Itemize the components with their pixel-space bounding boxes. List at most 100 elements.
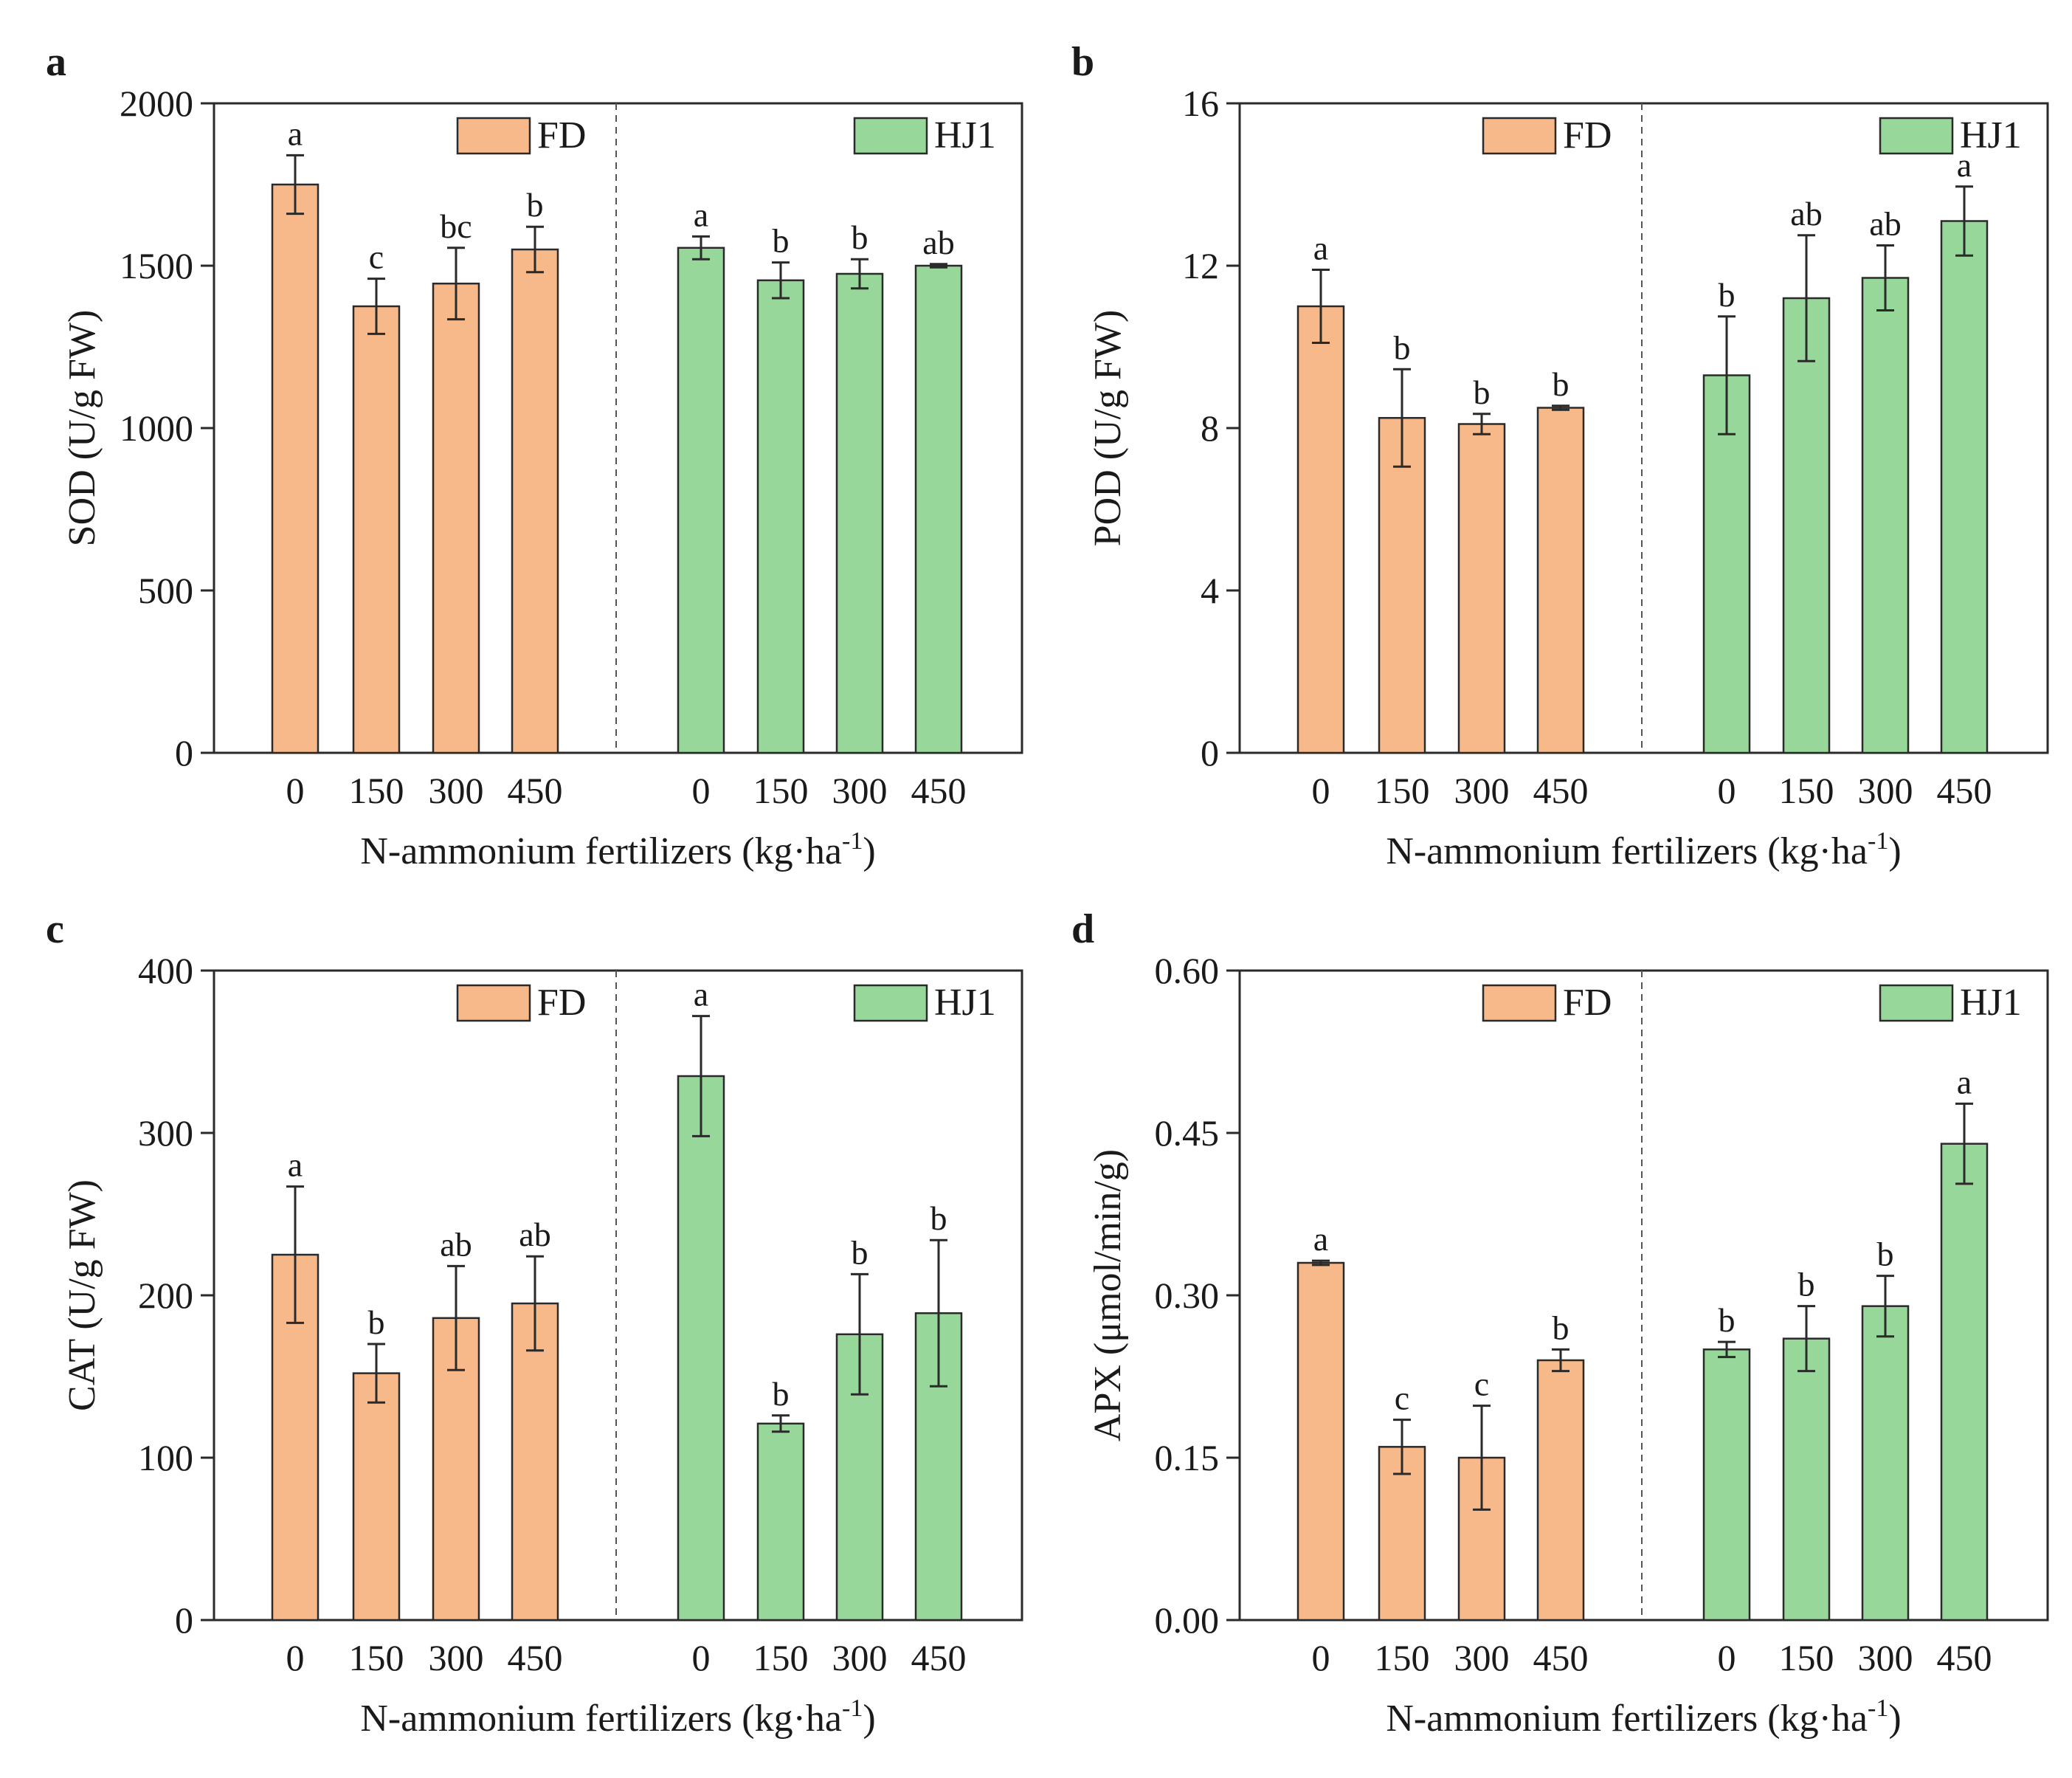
significance-letter: b: [1474, 373, 1491, 411]
legend-label-HJ1: HJ1: [1960, 982, 2022, 1024]
significance-letter: a: [1313, 230, 1328, 267]
panel-d: d 0.00 0.15 0.30 0.45 0.60 APX (μmol/min/g) N-a…: [1071, 906, 2049, 1740]
bar-FD-450: [511, 1302, 559, 1622]
significance-letter: b: [1877, 1236, 1894, 1273]
bar-HJ1-450: [914, 264, 963, 754]
bar-HJ1-0: [1702, 374, 1751, 754]
significance-letter: a: [288, 114, 303, 152]
x-tick-label: 450: [508, 1637, 563, 1678]
panel-letter: b: [1071, 39, 1094, 85]
y-tick-label: 100: [138, 1437, 193, 1478]
plot-frame: [1238, 102, 2049, 754]
significance-letter: ab: [1869, 205, 1901, 243]
x-axis-title-end: ): [863, 830, 875, 872]
x-tick-label: 450: [1533, 770, 1589, 811]
significance-letter: b: [527, 186, 544, 224]
x-axis-title-end: ): [1888, 830, 1901, 872]
plot-frame: [213, 969, 1023, 1622]
significance-letter: b: [1553, 1309, 1569, 1346]
x-tick-label: 450: [911, 770, 967, 811]
legend-swatch-FD: [456, 984, 531, 1022]
significance-letter: bc: [440, 207, 472, 245]
legend-swatch-HJ1: [853, 117, 928, 155]
y-tick-label: 0.30: [1155, 1275, 1220, 1316]
bar-FD-150: [352, 305, 401, 754]
x-tick-label: 150: [1375, 770, 1430, 811]
y-tick-label: 400: [138, 950, 193, 991]
bar-FD-300: [1457, 423, 1506, 754]
plot-frame: [213, 102, 1023, 754]
x-tick-label: 150: [349, 1637, 404, 1678]
x-tick-label: 300: [429, 770, 484, 811]
y-tick-label: 1000: [120, 407, 193, 449]
significance-letter: ab: [1790, 195, 1822, 232]
x-axis-title-sup: -1: [842, 827, 863, 855]
significance-letter: b: [773, 1375, 790, 1413]
x-tick-label: 450: [911, 1637, 967, 1678]
y-tick-label: 0.15: [1155, 1437, 1220, 1478]
x-axis-title-end: ): [1888, 1698, 1901, 1740]
x-tick-label: 150: [753, 1637, 809, 1678]
y-tick-label: 16: [1182, 83, 1219, 124]
significance-letter: a: [1957, 146, 1972, 184]
x-axis-title: N-ammonium fertilizers (kg·ha-1): [1386, 1695, 1901, 1740]
significance-letter: a: [1313, 1220, 1328, 1258]
bar-FD-150: [1378, 417, 1426, 754]
y-tick-label: 0.60: [1155, 950, 1220, 991]
significance-letter: b: [773, 222, 790, 260]
x-axis-title-main: N-ammonium fertilizers (kg·ha: [1386, 830, 1868, 872]
legend-label-FD: FD: [537, 982, 586, 1024]
y-tick-label: 0: [175, 1599, 193, 1641]
y-axis-title: APX (μmol/min/g): [1087, 1149, 1129, 1441]
y-tick-label: 0: [1201, 732, 1219, 773]
y-tick-label: 4: [1201, 570, 1219, 611]
x-tick-label: 0: [1718, 1637, 1736, 1678]
bar-HJ1-0: [677, 1075, 725, 1622]
legend-swatch-FD: [1482, 984, 1557, 1022]
panel-letter: a: [46, 39, 66, 85]
y-tick-label: 500: [138, 570, 193, 611]
x-tick-label: 0: [286, 1637, 305, 1678]
significance-letter: a: [1957, 1063, 1972, 1100]
x-tick-label: 300: [429, 1637, 484, 1678]
panel-letter: d: [1071, 906, 1094, 952]
x-tick-label: 450: [1937, 1637, 1992, 1678]
bar-HJ1-300: [1861, 1305, 1910, 1622]
x-tick-label: 300: [1454, 770, 1510, 811]
significance-letter: b: [852, 218, 868, 256]
legend-label-HJ1: HJ1: [934, 114, 996, 156]
bar-FD-0: [1296, 1261, 1345, 1622]
significance-letter: b: [1798, 1266, 1815, 1303]
significance-letter: ab: [440, 1225, 472, 1263]
y-tick-label: 12: [1182, 245, 1219, 286]
x-tick-label: 0: [286, 770, 305, 811]
bar-FD-0: [271, 183, 320, 754]
bar-FD-300: [432, 282, 480, 754]
x-tick-label: 300: [1858, 770, 1913, 811]
legend-swatch-HJ1: [1879, 984, 1954, 1022]
x-axis-title: N-ammonium fertilizers (kg·ha-1): [360, 827, 875, 872]
x-tick-label: 150: [1779, 1637, 1834, 1678]
legend-label-HJ1: HJ1: [934, 982, 996, 1024]
x-tick-label: 0: [1312, 1637, 1330, 1678]
significance-letter: a: [694, 976, 708, 1013]
x-axis-title: N-ammonium fertilizers (kg·ha-1): [360, 1695, 875, 1740]
significance-letter: ab: [922, 224, 954, 261]
x-axis-title-end: ): [863, 1698, 875, 1740]
y-tick-label: 1500: [120, 245, 193, 286]
significance-letter: c: [1395, 1379, 1409, 1417]
y-tick-label: 0.45: [1155, 1112, 1220, 1154]
legend-label-FD: FD: [1563, 982, 1612, 1024]
bar-HJ1-450: [1940, 1143, 1989, 1622]
bar-FD-450: [1536, 407, 1585, 754]
bar-HJ1-450: [1940, 220, 1989, 754]
x-tick-label: 450: [1533, 1637, 1589, 1678]
bar-HJ1-150: [1782, 297, 1831, 754]
x-tick-label: 300: [1858, 1637, 1913, 1678]
legend-label-HJ1: HJ1: [1960, 114, 2022, 156]
x-tick-label: 450: [1937, 770, 1992, 811]
bar-HJ1-150: [756, 279, 805, 754]
y-axis-title: POD (U/g FW): [1087, 310, 1129, 547]
panel-b: b 0 4 8 12 16 POD (U/g FW) N-ammonium fertilize…: [1071, 39, 2049, 872]
